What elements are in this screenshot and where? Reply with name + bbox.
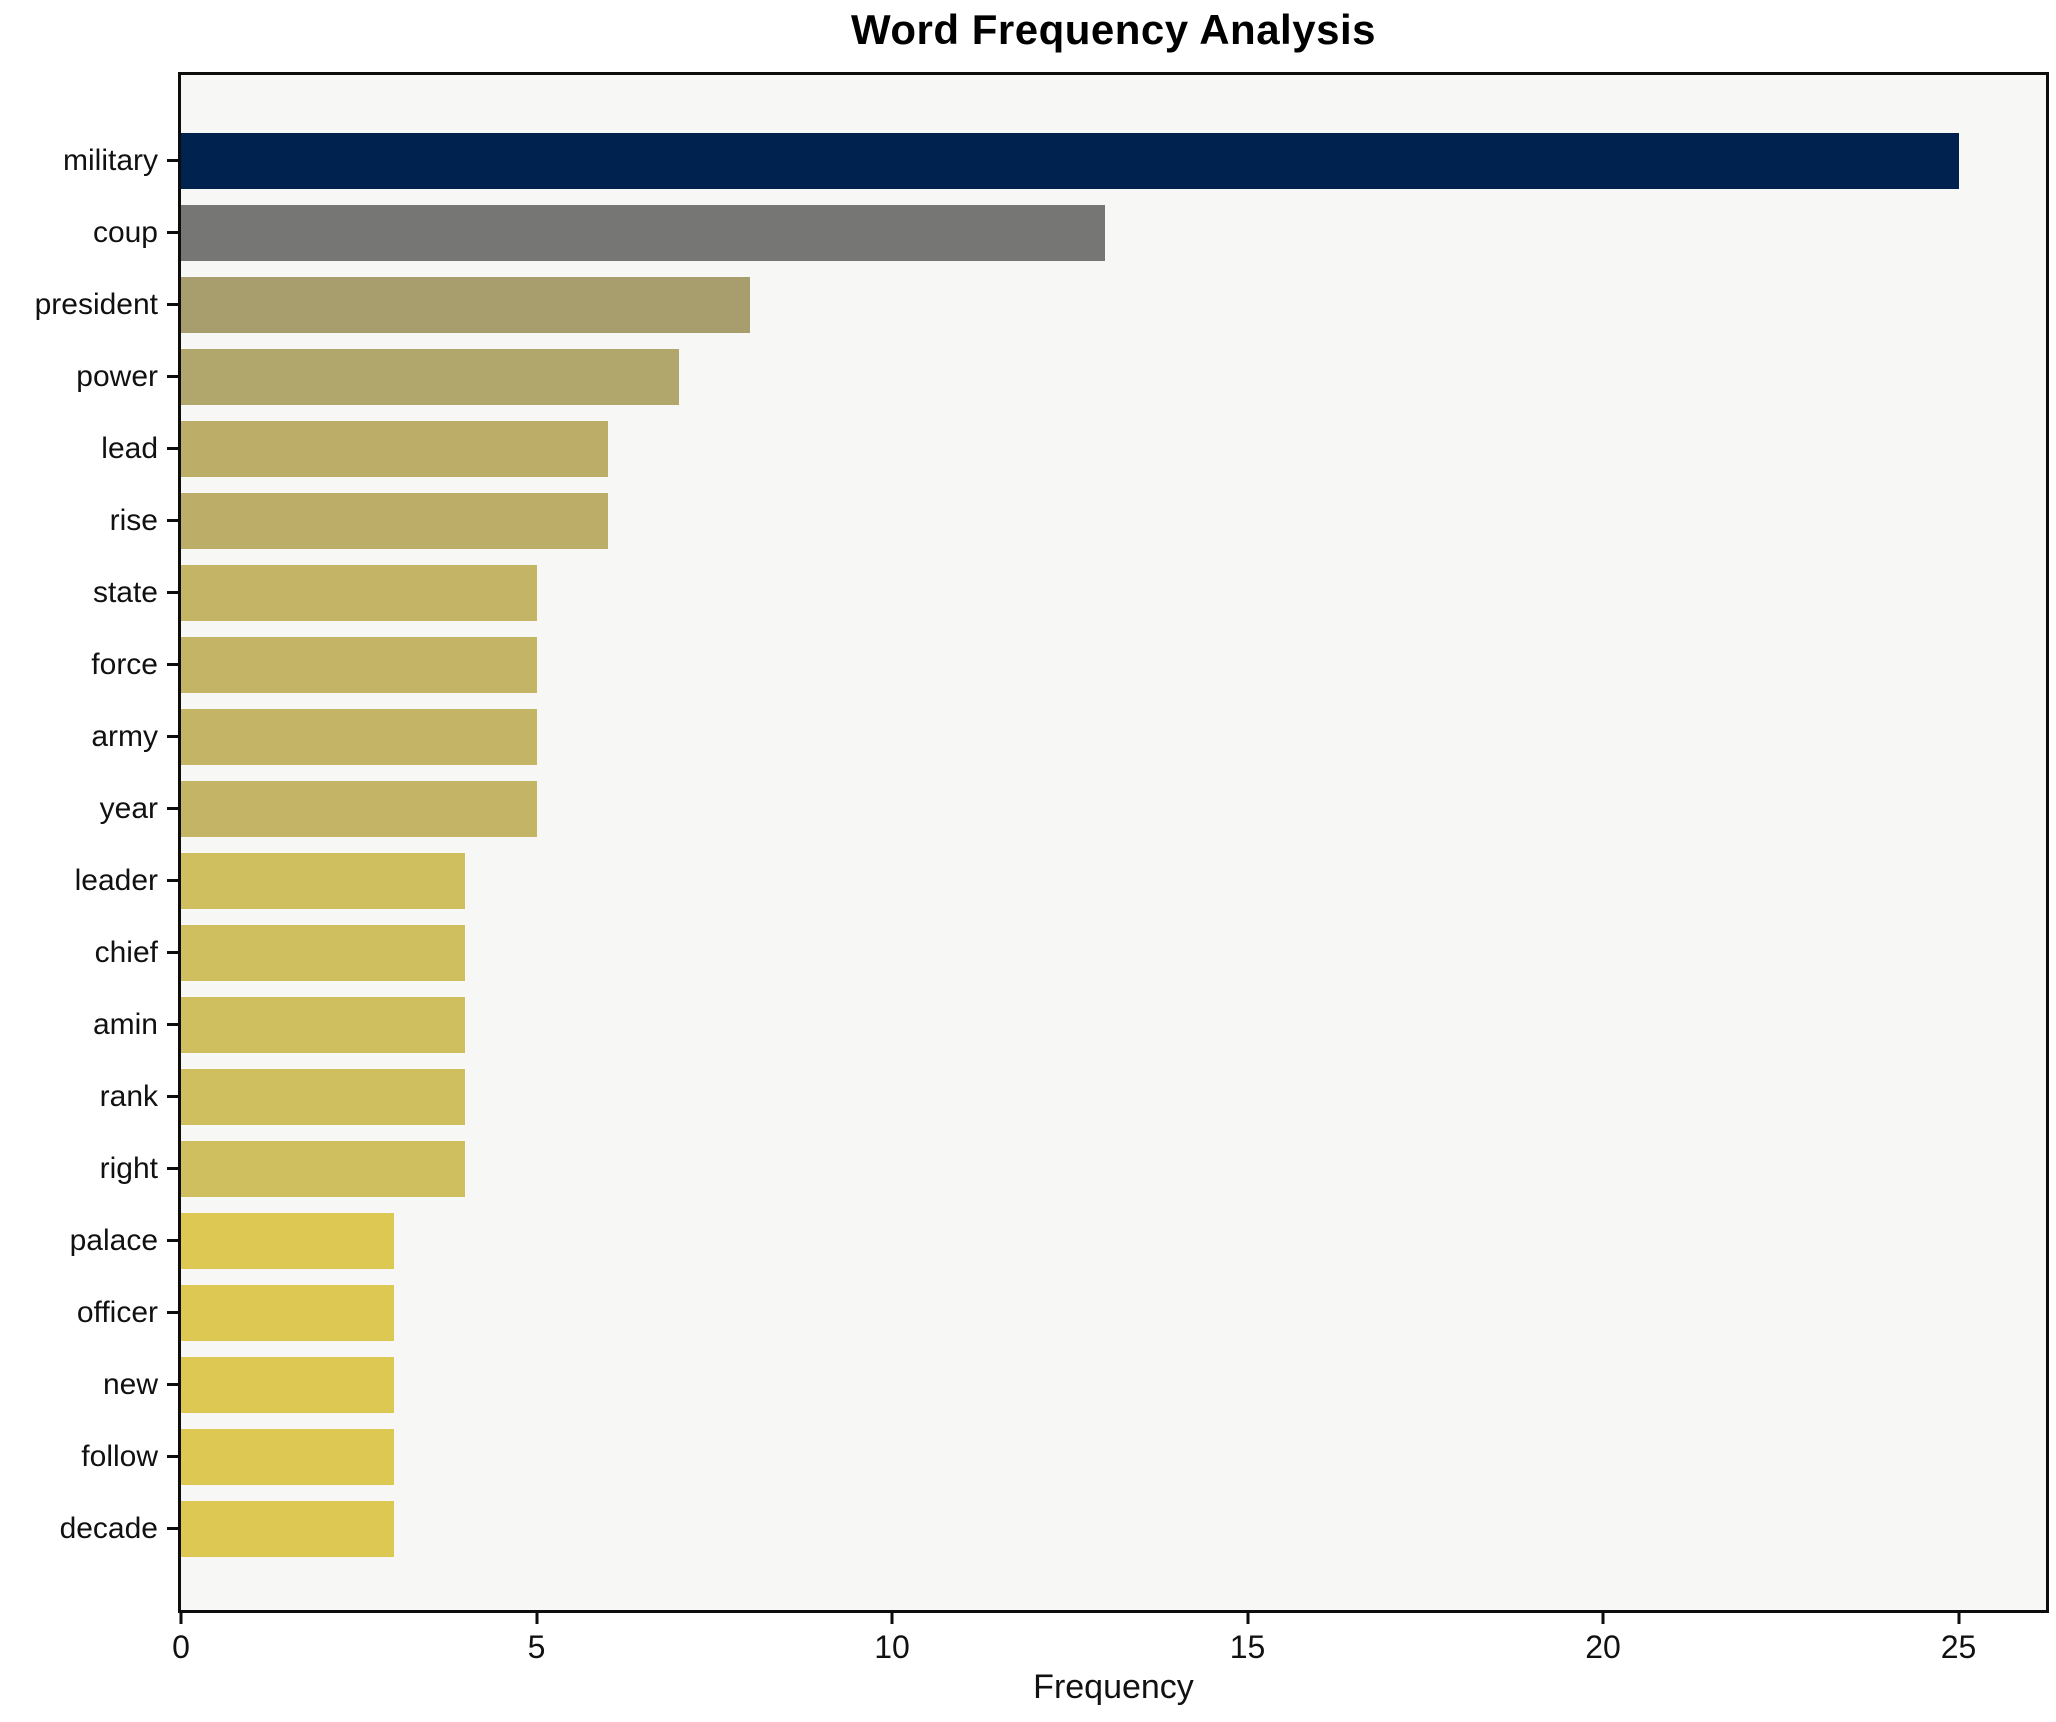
- bar-row-rank: rank: [100, 1061, 2046, 1133]
- y-tick-mark: [167, 807, 178, 810]
- bar-row-lead: lead: [101, 413, 2046, 485]
- y-tick-mark: [167, 1167, 178, 1170]
- bar-leader: [181, 853, 466, 909]
- bar-army: [181, 709, 537, 765]
- bar-follow: [181, 1429, 395, 1485]
- bar-row-officer: officer: [77, 1277, 2046, 1349]
- bar-officer: [181, 1285, 395, 1341]
- y-tick-mark: [167, 231, 178, 234]
- y-tick-mark: [167, 951, 178, 954]
- y-tick-mark: [167, 375, 178, 378]
- x-tick-mark-20: [1601, 1613, 1605, 1624]
- bars-container: military coup president power lead rise state f…: [35, 75, 2046, 1610]
- y-tick-label-amin: amin: [92, 1008, 158, 1041]
- bar-rise: [181, 493, 608, 549]
- bar-row-leader: leader: [75, 845, 2046, 917]
- x-tick-label-0: 0: [172, 1629, 190, 1665]
- y-tick-label-power: power: [76, 360, 158, 393]
- y-tick-mark: [167, 1383, 178, 1386]
- y-tick-label-lead: lead: [101, 432, 158, 465]
- y-tick-label-rise: rise: [109, 504, 158, 537]
- x-tick-mark-25: [1957, 1613, 1961, 1624]
- bar-row-rise: rise: [110, 485, 2046, 557]
- plot-area: military coup president power lead rise state f…: [35, 72, 2049, 1613]
- y-tick-mark: [167, 1023, 178, 1026]
- bar-power: [181, 349, 679, 405]
- y-tick-mark: [167, 159, 178, 162]
- x-tick-label-5: 5: [527, 1629, 546, 1665]
- bar-row-president: president: [35, 269, 2046, 341]
- y-tick-mark: [167, 591, 178, 594]
- bar-row-year: year: [100, 773, 2046, 845]
- y-tick-label-military: military: [63, 144, 158, 177]
- x-tick-mark-5: [535, 1613, 538, 1624]
- bar-row-chief: chief: [95, 917, 2046, 989]
- y-tick-label-follow: follow: [81, 1440, 158, 1473]
- chart-title: Word Frequency Analysis: [851, 6, 1376, 53]
- x-tick-mark-10: [890, 1613, 894, 1624]
- y-tick-label-army: army: [91, 720, 158, 753]
- y-tick-mark: [167, 879, 178, 882]
- y-tick-label-officer: officer: [76, 1296, 158, 1329]
- y-tick-label-force: force: [91, 648, 158, 681]
- bar-row-army: army: [91, 701, 2046, 773]
- y-tick-mark: [167, 303, 178, 306]
- x-axis: 0 5 10 15 20 25: [172, 1613, 2046, 1673]
- bar-row-state: state: [93, 557, 2046, 629]
- y-tick-mark: [167, 447, 178, 450]
- x-tick-label-10: 10: [874, 1629, 910, 1665]
- bar-row-power: power: [76, 341, 2046, 413]
- x-tick-label-20: 20: [1585, 1629, 1621, 1665]
- bar-chief: [181, 925, 466, 981]
- y-tick-label-rank: rank: [99, 1080, 158, 1113]
- bar-palace: [181, 1213, 395, 1269]
- y-tick-label-new: new: [102, 1368, 158, 1401]
- bar-row-palace: palace: [70, 1205, 2046, 1277]
- bar-new: [181, 1357, 395, 1413]
- y-tick-mark: [167, 663, 178, 666]
- bar-president: [181, 277, 750, 333]
- x-tick-mark-0: [179, 1613, 183, 1624]
- bar-row-new: new: [103, 1349, 2046, 1421]
- bar-lead: [181, 421, 608, 477]
- y-tick-label-decade: decade: [59, 1512, 158, 1545]
- y-tick-mark: [167, 1527, 178, 1530]
- bar-rank: [181, 1069, 466, 1125]
- y-tick-label-right: right: [99, 1152, 158, 1185]
- bar-row-decade: decade: [60, 1493, 2046, 1565]
- bar-row-follow: follow: [81, 1421, 2046, 1493]
- bar-row-coup: coup: [93, 197, 2046, 269]
- x-axis-label: Frequency: [1033, 1668, 1194, 1706]
- y-tick-mark: [167, 519, 178, 522]
- y-tick-mark: [167, 1095, 178, 1098]
- bar-row-force: force: [91, 629, 2046, 701]
- y-tick-label-leader: leader: [74, 864, 158, 897]
- bar-coup: [181, 205, 1106, 261]
- y-tick-mark: [167, 1455, 178, 1458]
- y-tick-label-chief: chief: [94, 936, 158, 969]
- y-tick-label-state: state: [92, 576, 158, 609]
- bar-force: [181, 637, 537, 693]
- y-tick-label-coup: coup: [92, 216, 158, 249]
- bar-year: [181, 781, 537, 837]
- bar-decade: [181, 1501, 395, 1557]
- x-tick-mark-15: [1246, 1613, 1250, 1624]
- bar-row-amin: amin: [93, 989, 2046, 1061]
- bar-military: [181, 133, 1959, 189]
- y-tick-label-year: year: [99, 792, 158, 825]
- bar-right: [181, 1141, 466, 1197]
- bar-row-military: military: [63, 125, 2046, 197]
- x-tick-label-25: 25: [1940, 1629, 1977, 1665]
- y-tick-mark: [167, 1239, 178, 1242]
- y-tick-label-president: president: [34, 288, 158, 321]
- y-tick-label-palace: palace: [69, 1224, 158, 1257]
- x-tick-label-15: 15: [1229, 1629, 1266, 1665]
- bar-amin: [181, 997, 466, 1053]
- y-tick-mark: [167, 735, 178, 738]
- bar-state: [181, 565, 537, 621]
- y-tick-mark: [167, 1311, 178, 1314]
- bar-row-right: right: [100, 1133, 2046, 1205]
